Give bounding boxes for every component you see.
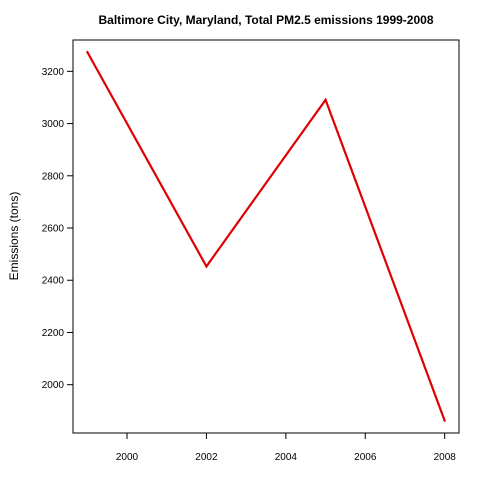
plot-frame	[72, 39, 460, 434]
y-tick-label: 2000	[42, 380, 65, 391]
y-axis-label: Emissions (tons)	[7, 192, 21, 281]
data-point	[86, 50, 89, 54]
x-tick-label: 2008	[434, 452, 457, 463]
y-tick-label: 2800	[42, 171, 65, 182]
x-axis: 2000 2002 2004 2006 2008	[116, 433, 456, 463]
data-point	[324, 98, 327, 101]
x-tick-label: 2000	[116, 452, 139, 463]
chart-title: Baltimore City, Maryland, Total PM2.5 em…	[98, 13, 433, 27]
y-tick-label: 2400	[42, 276, 65, 287]
y-axis: 2000 2200 2400 2600 2800 3000 3200	[42, 67, 73, 391]
data-point	[443, 419, 446, 422]
data-point	[205, 265, 208, 268]
y-tick-label: 3200	[42, 67, 65, 78]
x-tick-label: 2006	[354, 452, 377, 463]
series-line	[86, 51, 446, 422]
x-tick-label: 2004	[275, 452, 298, 463]
y-tick-label: 3000	[42, 119, 65, 130]
y-tick-label: 2600	[42, 224, 65, 235]
x-tick-label: 2002	[195, 452, 218, 463]
y-tick-label: 2200	[42, 328, 65, 339]
series-layer	[86, 50, 446, 422]
